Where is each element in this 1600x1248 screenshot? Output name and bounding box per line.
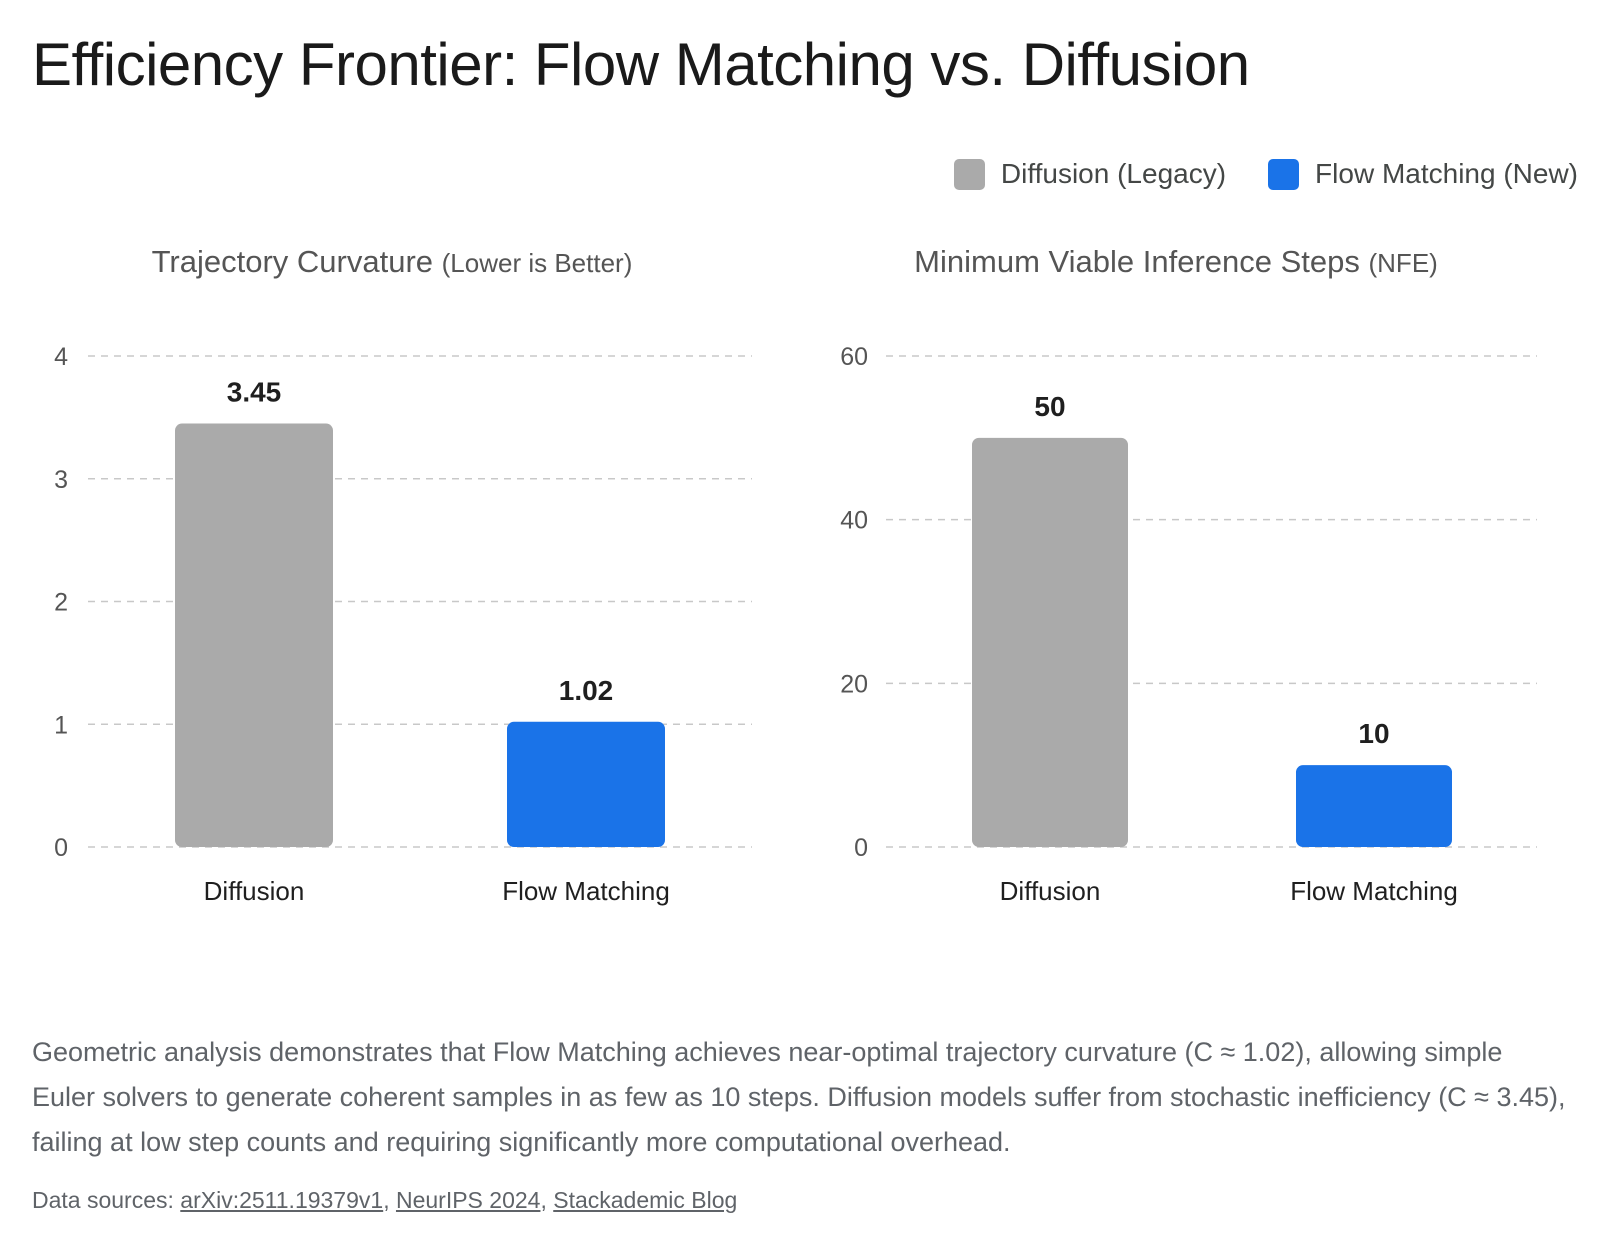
chart2-title: Minimum Viable Inference Steps (NFE) bbox=[914, 244, 1438, 279]
chart1-y-tick-label: 4 bbox=[54, 343, 68, 371]
chart2-y-tick-label: 40 bbox=[840, 507, 868, 535]
bar-charts: Trajectory Curvature (Lower is Better) 0 1… bbox=[54, 244, 1537, 906]
summary-paragraph: Geometric analysis demonstrates that Flo… bbox=[32, 1037, 1566, 1157]
chart-legend: Diffusion (Legacy) Flow Matching (New) bbox=[953, 158, 1578, 190]
page-title: Efficiency Frontier: Flow Matching vs. D… bbox=[32, 31, 1250, 98]
chart2-data-label: 10 bbox=[1358, 718, 1389, 749]
chart2-x-tick-label: Diffusion bbox=[1000, 876, 1101, 906]
source-link-neurips[interactable]: NeurIPS 2024 bbox=[395, 1187, 541, 1213]
legend-swatch-flow-matching bbox=[1268, 158, 1300, 190]
chart1-y-tick-label: 3 bbox=[54, 466, 68, 494]
chart1-y-tick-label: 1 bbox=[54, 711, 68, 739]
chart2-data-label: 50 bbox=[1034, 391, 1065, 422]
chart2-y-tick-label: 0 bbox=[854, 834, 868, 862]
chart1-y-tick-label: 2 bbox=[54, 589, 68, 617]
chart1-title: Trajectory Curvature (Lower is Better) bbox=[152, 244, 633, 279]
chart1-data-label: 1.02 bbox=[559, 675, 614, 706]
sources-separator: , bbox=[540, 1187, 554, 1213]
chart2-bar-diffusion bbox=[972, 437, 1128, 847]
chart1-x-tick-label: Diffusion bbox=[204, 876, 305, 906]
chart2-bar-flow-matching bbox=[1296, 765, 1452, 847]
chart1-bar-diffusion bbox=[175, 423, 333, 847]
source-link-stackademic[interactable]: Stackademic Blog bbox=[553, 1187, 738, 1213]
sources-separator: , bbox=[383, 1187, 396, 1213]
legend-item-diffusion: Diffusion (Legacy) bbox=[953, 158, 1227, 190]
chart2-y-tick-label: 20 bbox=[840, 670, 868, 698]
chart2-y-tick-label: 60 bbox=[840, 343, 868, 371]
chart1-y-tick-label: 0 bbox=[54, 834, 68, 862]
chart1-bar-flow-matching bbox=[507, 721, 665, 847]
source-link-arxiv[interactable]: arXiv:2511.19379v1 bbox=[180, 1187, 384, 1213]
sources-prefix: Data sources: bbox=[32, 1187, 181, 1213]
legend-label-flow-matching: Flow Matching (New) bbox=[1315, 158, 1578, 189]
legend-item-flow-matching: Flow Matching (New) bbox=[1268, 158, 1578, 190]
chart1-x-tick-label: Flow Matching bbox=[502, 876, 670, 906]
chart1-data-label: 3.45 bbox=[227, 377, 282, 408]
legend-label-diffusion: Diffusion (Legacy) bbox=[1000, 158, 1227, 189]
legend-swatch-diffusion bbox=[953, 158, 985, 190]
chart2-x-tick-label: Flow Matching bbox=[1290, 876, 1458, 906]
data-sources: Data sources: arXiv:2511.19379v1, NeurIP… bbox=[32, 1187, 737, 1214]
